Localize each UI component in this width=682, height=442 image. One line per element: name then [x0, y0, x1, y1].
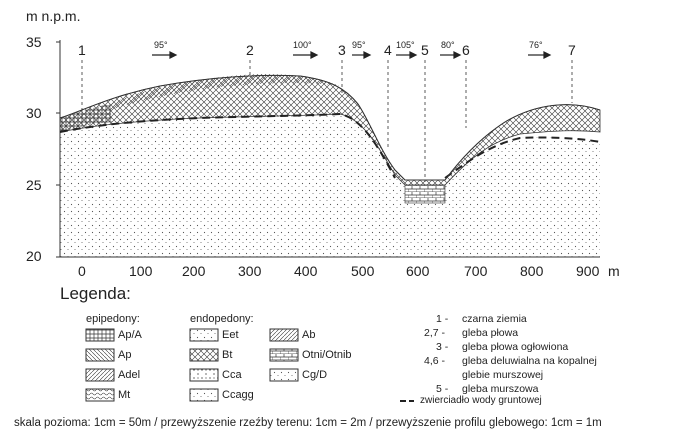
swatch-ab	[269, 328, 299, 342]
legend-ap: Ap	[118, 349, 132, 361]
y-tick-20: 20	[26, 248, 42, 264]
ap-a-horizon	[60, 104, 112, 132]
swatch-cca	[189, 368, 219, 382]
x-tick-500: 500	[351, 263, 375, 279]
y-tick-25: 25	[26, 177, 42, 193]
profile-4: 4	[384, 42, 392, 58]
swatch-ccagg	[189, 388, 219, 402]
desc-text: gleba płowa ogłowiona	[462, 341, 569, 353]
direction-label: 76°	[529, 40, 543, 50]
water-table-label: zwierciadło wody gruntowej	[420, 395, 542, 406]
profile-1: 1	[78, 42, 86, 58]
legend-mt: Mt	[118, 389, 131, 401]
desc-num: 1 -	[436, 313, 449, 325]
desc-text: gleba płowa	[462, 327, 519, 339]
profile-3: 3	[338, 42, 346, 58]
profile-5: 5	[421, 42, 429, 58]
profile-6: 6	[462, 42, 470, 58]
x-tick-300: 300	[238, 263, 262, 279]
swatch-adel	[85, 368, 115, 382]
swatch-bt	[189, 348, 219, 362]
legend-eet: Eet	[222, 329, 239, 341]
terrain-surface	[59, 74, 601, 181]
legend-adel: Adel	[118, 369, 141, 381]
endopedony-title: endopedony:	[190, 313, 254, 325]
desc-text: gleba murszowa	[462, 383, 539, 395]
otni-peat	[404, 184, 446, 204]
desc-text: glebie murszowej	[462, 369, 544, 381]
direction-label: 95°	[154, 40, 168, 50]
y-axis-title: m n.p.m.	[26, 8, 81, 24]
parent-material	[60, 114, 600, 257]
direction-label: 105°	[396, 40, 415, 50]
y-tick-30: 30	[26, 105, 42, 121]
swatch-ap	[85, 348, 115, 362]
legend-ccagg: Ccagg	[222, 389, 254, 401]
direction-arrows	[152, 51, 552, 59]
direction-label: 100°	[293, 40, 312, 50]
legend-otni: Otni/Otnib	[302, 349, 352, 361]
y-ticks	[56, 41, 60, 258]
y-tick-35: 35	[26, 34, 42, 50]
x-tick-200: 200	[182, 263, 206, 279]
direction-label: 80°	[441, 40, 455, 50]
legend-cgd: Cg/D	[302, 369, 328, 381]
legend-bt: Bt	[222, 349, 233, 361]
desc-text: gleba deluwialna na kopalnej	[462, 355, 597, 367]
desc-num: 5 -	[436, 383, 449, 395]
desc-num: 4,6 -	[424, 355, 446, 367]
legend-cca: Cca	[222, 369, 242, 381]
legend-ab: Ab	[302, 329, 316, 341]
legend-title: Legenda:	[60, 284, 131, 303]
ap-band	[110, 74, 340, 110]
profile-7: 7	[568, 42, 576, 58]
epipedony-title: epipedony:	[86, 313, 140, 325]
desc-num: 2,7 -	[424, 327, 446, 339]
water-table-line	[59, 112, 601, 179]
x-tick-700: 700	[464, 263, 488, 279]
profile-markers	[81, 60, 573, 182]
x-tick-400: 400	[294, 263, 318, 279]
x-unit: m	[608, 263, 620, 279]
x-tick-800: 800	[520, 263, 544, 279]
desc-num: 3 -	[436, 341, 449, 353]
swatch-cgd	[269, 368, 299, 382]
legend-ap-a: Ap/A	[118, 329, 142, 341]
x-tick-600: 600	[406, 263, 430, 279]
profile-2: 2	[246, 42, 254, 58]
swatch-mt	[85, 388, 115, 402]
x-tick-900: 900	[576, 263, 600, 279]
swatch-otni	[269, 348, 299, 362]
direction-label: 95°	[352, 40, 366, 50]
x-tick-0: 0	[78, 263, 86, 279]
desc-text: czarna ziemia	[462, 313, 527, 325]
x-tick-100: 100	[129, 263, 153, 279]
swatch-eet	[189, 328, 219, 342]
swatch-ap-a	[85, 328, 115, 342]
footer-scale: skala pozioma: 1cm = 50m / przewyższenie…	[14, 417, 602, 429]
